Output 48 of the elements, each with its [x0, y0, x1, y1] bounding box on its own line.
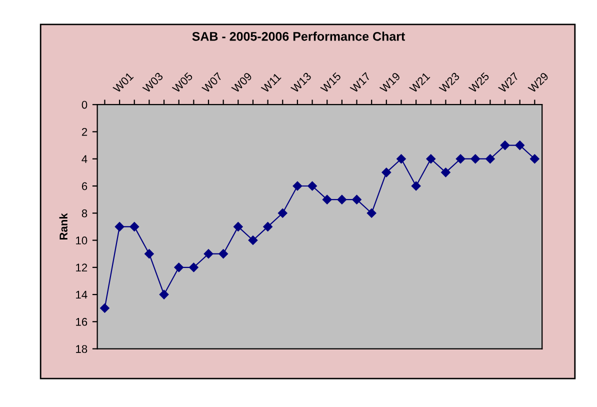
point [114, 222, 124, 232]
y-tick-label: 4 [82, 155, 88, 163]
y-tick-label: 14 [76, 290, 88, 299]
point [441, 168, 450, 178]
point [470, 154, 480, 164]
point [500, 140, 510, 150]
x-tick-label: W09 [231, 72, 252, 94]
y-tick-label: 10 [76, 236, 88, 244]
point [189, 262, 198, 272]
point [218, 249, 228, 258]
x-tick-label: W29 [528, 72, 549, 94]
point [366, 208, 376, 218]
point [486, 154, 495, 164]
point [515, 140, 524, 150]
point [292, 181, 302, 191]
y-tick-label: 8 [82, 209, 88, 218]
point [159, 290, 169, 300]
point [322, 194, 332, 204]
point [248, 236, 258, 245]
point [337, 194, 347, 204]
point [530, 154, 540, 164]
point [204, 249, 214, 258]
y-tick-label: 16 [76, 318, 88, 326]
x-tick-label: W11 [260, 72, 282, 94]
point [308, 181, 317, 191]
x-tick-label: W21 [408, 72, 430, 94]
y-tick-label: 12 [76, 264, 88, 272]
point [352, 194, 362, 204]
x-tick-label: W19 [379, 72, 401, 94]
point [234, 222, 243, 232]
point [278, 208, 288, 218]
x-tick-label: W01 [112, 72, 134, 94]
y-tick-label: 2 [82, 128, 88, 136]
y-tick-label: 18 [76, 345, 88, 353]
point [411, 181, 421, 191]
point [426, 154, 436, 164]
y-tick-label: 6 [82, 182, 88, 190]
point [263, 222, 272, 232]
point [130, 222, 139, 232]
point [100, 303, 110, 313]
point [144, 249, 154, 258]
y-tick-label: 0 [82, 100, 88, 109]
y-axis-title: Rank [59, 213, 68, 240]
chart-title: SAB - 2005-2006 Performance Chart [192, 32, 405, 41]
point [174, 262, 184, 272]
point [396, 154, 406, 164]
point [456, 154, 466, 164]
point [382, 168, 392, 178]
